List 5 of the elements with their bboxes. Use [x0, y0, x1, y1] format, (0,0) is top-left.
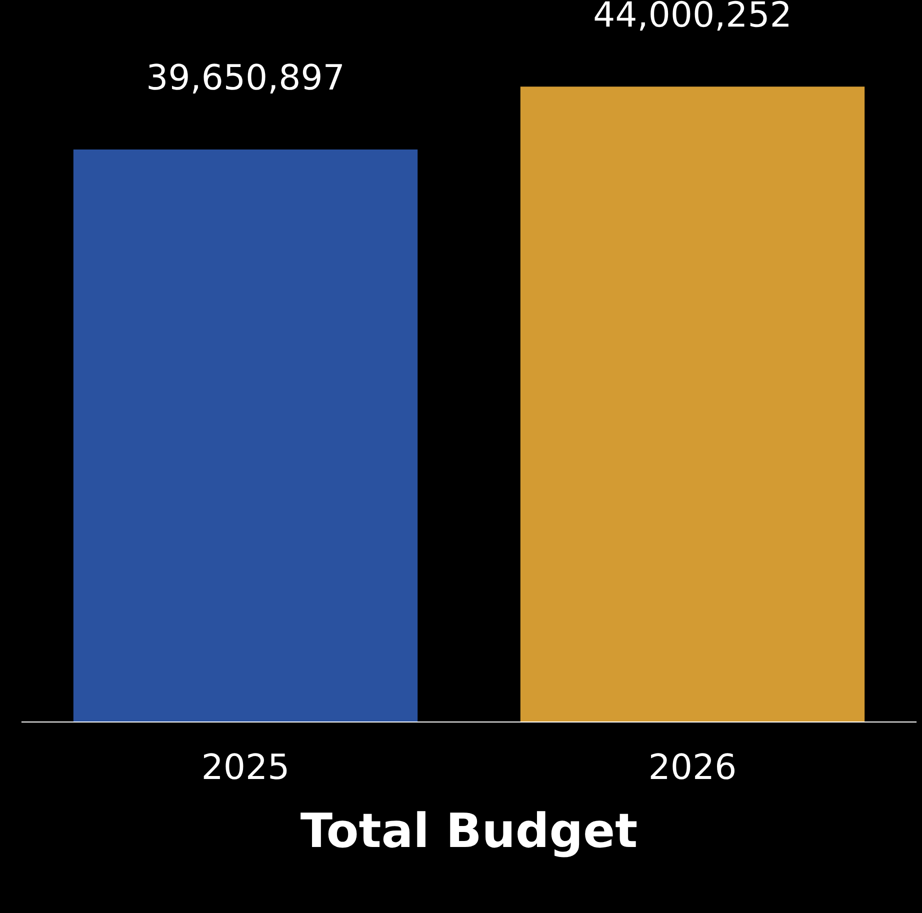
data-label: 39,650,897 [148, 64, 342, 94]
x-axis-title: Total Budget [300, 811, 637, 858]
x-tick-label: 2025 [204, 753, 287, 780]
data-label: 44,000,252 [594, 0, 788, 31]
x-tick-label: 2026 [650, 753, 734, 780]
